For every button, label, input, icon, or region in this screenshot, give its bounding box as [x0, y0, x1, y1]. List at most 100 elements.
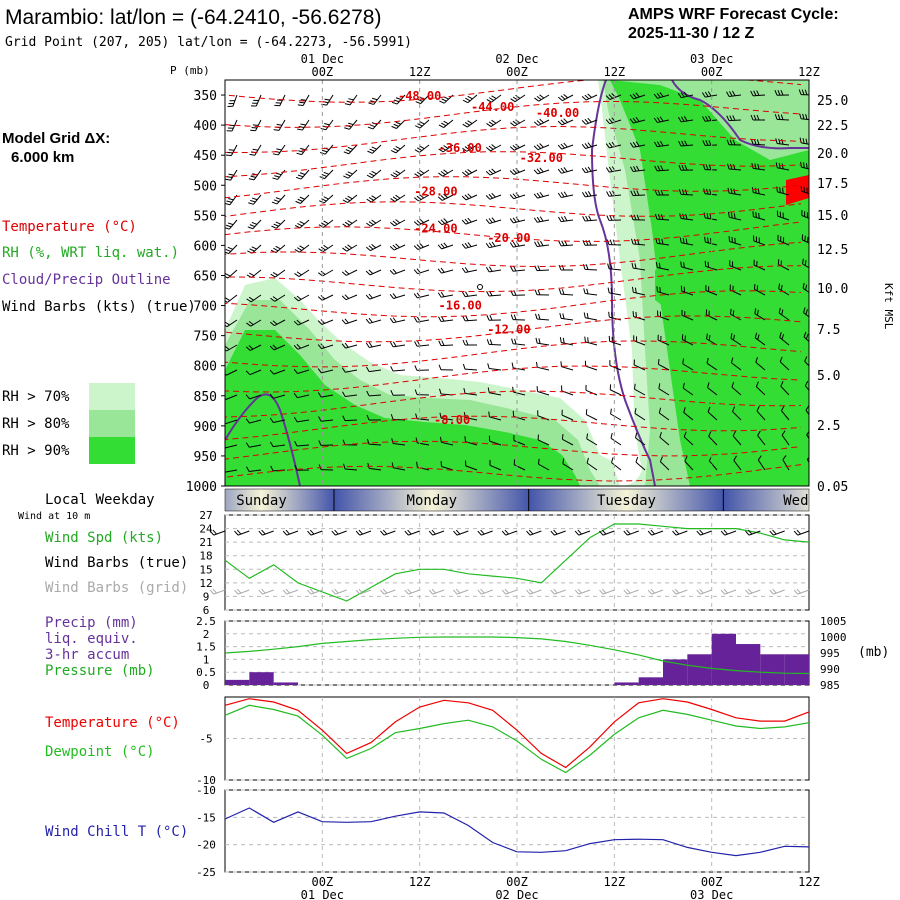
wind-barb-feather: [355, 530, 361, 536]
wind-barb-staff: [441, 417, 454, 421]
wind-barb: [365, 293, 382, 300]
wind-barb-feather: [294, 249, 300, 253]
wind-barb: [534, 289, 550, 296]
wind-barb-feather: [440, 146, 446, 151]
wind-barb: [750, 114, 765, 121]
wind-barb-feather: [341, 343, 346, 349]
wind-barb-feather: [246, 298, 252, 303]
wind-barb: [509, 143, 526, 151]
wind-barb: [513, 459, 526, 471]
pressure-axis-title: P (mb): [170, 64, 210, 77]
wind-barb: [582, 239, 598, 246]
wind-barb-feather: [440, 461, 443, 467]
weekday-name: Wednesday: [783, 493, 859, 509]
wind-barb-feather: [513, 314, 517, 320]
wind-barb-feather: [491, 144, 497, 149]
wind-barb: [282, 529, 299, 536]
wind-barb-staff: [369, 319, 382, 324]
wind-barb-feather: [491, 192, 496, 198]
wind-barb-feather: [754, 308, 757, 314]
wind-barb-feather: [390, 414, 394, 420]
wind-barb: [414, 169, 430, 178]
height-tick-label: 22.5: [817, 119, 848, 134]
wind-barb-feather: [584, 360, 587, 367]
wind-barb-staff: [632, 194, 646, 197]
wind-barb: [318, 464, 334, 471]
wind-barb-staff: [561, 366, 574, 371]
wind-barb: [510, 119, 526, 127]
wind-barb-feather: [696, 589, 701, 595]
wind-barb: [319, 194, 334, 204]
wind-barb-feather: [285, 529, 290, 535]
wind-barb-staff: [513, 391, 526, 396]
wind-barb: [654, 140, 670, 148]
wind-barb: [307, 529, 323, 536]
wind-barb-staff: [250, 319, 262, 327]
wind-barb-feather: [779, 187, 781, 193]
wind-barb-feather: [656, 92, 661, 98]
wind-barb-staff: [586, 414, 598, 421]
wind-barb: [391, 119, 406, 129]
wind-barb-feather: [634, 408, 637, 414]
wind-barb-feather: [653, 93, 658, 99]
wind-barb-staff: [273, 344, 286, 351]
isotherm-line: [225, 315, 802, 343]
wind-barb-feather: [389, 317, 394, 323]
wind-barb-feather: [347, 171, 353, 175]
wind-barb-feather: [683, 116, 688, 122]
wind-barb: [389, 317, 406, 324]
wind-barb-feather: [780, 381, 784, 387]
wind-barb-feather: [633, 166, 637, 172]
wind-barb-staff: [489, 194, 502, 200]
wind-barb: [704, 260, 718, 271]
wind-barb: [679, 237, 694, 246]
wind-barb-staff: [440, 344, 454, 347]
wind-barb-feather: [345, 149, 352, 153]
wind-barb-feather: [632, 311, 635, 317]
temperature-contour-label: -20.00: [487, 231, 530, 245]
wind-barb: [806, 454, 809, 471]
wind-barb-feather: [274, 104, 280, 107]
wind-barb: [727, 163, 742, 171]
wind-barb-feather: [629, 118, 634, 124]
wind-barb-feather: [755, 357, 758, 363]
wind-barb-feather: [228, 102, 234, 105]
wind-barb-feather: [629, 94, 635, 100]
wind-barb-feather: [683, 262, 685, 268]
wind-barb: [272, 169, 286, 180]
wind-barb-staff: [756, 386, 766, 396]
wind-barb-feather: [293, 321, 299, 326]
wind-barb: [585, 409, 598, 421]
wind-barb: [501, 529, 518, 536]
wind-barb-feather: [226, 130, 233, 132]
wind-barb-feather: [270, 297, 276, 302]
wind-barb: [414, 365, 430, 371]
wind-barb: [769, 588, 785, 595]
wind-barb-staff: [489, 416, 502, 421]
wind-barb: [341, 367, 358, 373]
wind-barb-staff: [773, 530, 785, 536]
wind-barb-feather: [562, 458, 565, 464]
rh80-swatch: [89, 410, 135, 437]
wind-barb-feather: [367, 462, 370, 469]
weekday-title: Local Weekday: [45, 492, 155, 508]
wind-barb: [745, 529, 761, 536]
wind-barb-staff: [368, 394, 382, 397]
wind-barb: [294, 294, 310, 302]
wind-barb: [438, 169, 454, 177]
wind-barb-feather: [512, 193, 517, 199]
wind-barb-feather: [553, 588, 558, 594]
wind-barb-feather: [282, 589, 288, 595]
wind-barb-staff: [633, 364, 646, 371]
wind-barb: [677, 91, 694, 99]
wind-barb: [461, 168, 478, 177]
wind-barb-feather: [708, 140, 712, 146]
wind-barb-feather: [753, 90, 757, 96]
wind-barb-feather: [558, 216, 562, 222]
wind-barb-feather: [775, 162, 778, 168]
wind-barb: [731, 381, 742, 396]
wind-barb-feather: [558, 240, 562, 247]
wind-barb-staff: [537, 366, 550, 371]
wind-barb-staff: [322, 269, 334, 277]
wind-barb-feather: [250, 129, 256, 132]
